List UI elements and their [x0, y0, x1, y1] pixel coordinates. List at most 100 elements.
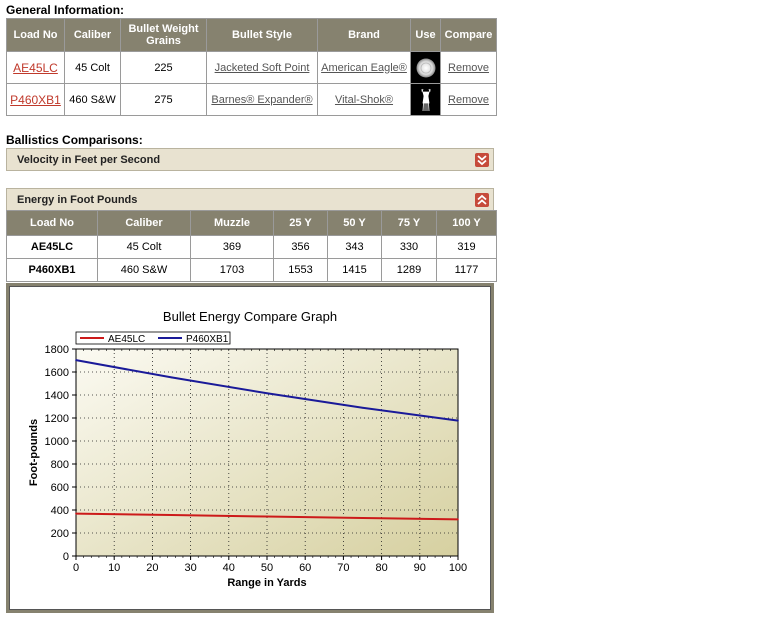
legend-label: P460XB1	[186, 334, 229, 345]
table-row: AE45LC 45 Colt 225 Jacketed Soft Point A…	[6, 51, 497, 84]
general-info-table: Load No Caliber Bullet Weight Grains Bul…	[6, 18, 497, 116]
target-icon	[416, 58, 435, 77]
energy-panel-header[interactable]: Energy in Foot Pounds	[6, 188, 494, 211]
x-tick-label: 100	[449, 562, 467, 574]
weight-cell: 225	[120, 51, 207, 84]
energy-chart-panel: 0 10 20 30 40 50 60 70 80 90 100 0 200 400 600 800 1000 1…	[9, 286, 491, 610]
deer-icon	[420, 88, 431, 111]
energy-value-cell: 319	[436, 235, 497, 259]
velocity-panel-header[interactable]: Velocity in Feet per Second	[6, 148, 494, 171]
load-no-cell: P460XB1	[6, 258, 98, 282]
data-point	[75, 359, 77, 361]
energy-value-cell: 330	[381, 235, 437, 259]
energy-chart-frame: 0 10 20 30 40 50 60 70 80 90 100 0 200 400 600 800 1000 1…	[6, 283, 494, 613]
x-tick-label: 10	[108, 562, 120, 574]
brand-link[interactable]: Vital-Shok®	[334, 93, 394, 106]
x-tick-label: 40	[223, 562, 235, 574]
data-point	[457, 518, 459, 521]
x-tick-label: 30	[184, 562, 196, 574]
bullet-style-link[interactable]: Jacketed Soft Point	[214, 61, 310, 74]
data-point	[361, 517, 364, 519]
use-cell	[410, 51, 441, 84]
data-point	[361, 406, 364, 409]
energy-chart: 0 10 20 30 40 50 60 70 80 90 100020040060080010001…	[28, 309, 467, 589]
table-row: P460XB1 460 S&W 275 Barnes® Expander® Vi…	[6, 83, 497, 116]
col-header-bullet-weight: Bullet Weight Grains	[120, 18, 207, 52]
load-no-link[interactable]: P460XB1	[10, 92, 61, 107]
style-cell: Jacketed Soft Point	[206, 51, 318, 84]
energy-value-cell: 1177	[436, 258, 497, 282]
energy-value-cell: 1703	[190, 258, 274, 282]
energy-value-cell: 356	[273, 235, 328, 259]
energy-value-cell: 369	[190, 235, 274, 259]
energy-header-row: Load No Caliber Muzzle 25 Y 50 Y 75 Y 10…	[6, 210, 497, 236]
col-header-25y: 25 Y	[273, 210, 328, 236]
y-tick-label: 400	[51, 505, 69, 517]
legend-box	[75, 331, 231, 345]
velocity-panel-label: Velocity in Feet per Second	[17, 154, 161, 166]
col-header-bullet-style: Bullet Style	[206, 18, 318, 52]
col-header-brand: Brand	[317, 18, 411, 52]
x-axis-label: Range in Yards	[227, 577, 306, 589]
general-header-row: Load No Caliber Bullet Weight Grains Bul…	[6, 18, 497, 52]
table-row: P460XB1 460 S&W 1703 1553 1415 1289 1177	[6, 258, 497, 282]
y-tick-label: 800	[51, 459, 69, 471]
x-tick-label: 20	[146, 562, 158, 574]
load-no-cell: P460XB1	[6, 83, 65, 116]
x-tick-label: 70	[337, 562, 349, 574]
y-tick-label: 600	[51, 482, 69, 494]
table-row: AE45LC 45 Colt 369 356 343 330 319	[6, 235, 497, 259]
brand-link[interactable]: American Eagle®	[321, 61, 407, 74]
col-header-75y: 75 Y	[381, 210, 437, 236]
caliber-cell: 460 S&W	[97, 258, 191, 282]
caliber-cell: 460 S&W	[64, 83, 121, 116]
y-tick-label: 1600	[45, 367, 69, 379]
col-header-use: Use	[410, 18, 441, 52]
col-header-load-no: Load No	[6, 18, 65, 52]
bullet-style-link[interactable]: Barnes® Expander®	[211, 93, 313, 106]
data-point	[457, 419, 459, 422]
collapse-icon[interactable]	[475, 193, 489, 207]
load-no-cell: AE45LC	[6, 51, 65, 84]
energy-value-cell: 1289	[381, 258, 437, 282]
caliber-cell: 45 Colt	[97, 235, 191, 259]
col-header-load-no: Load No	[6, 210, 98, 236]
data-point	[266, 392, 268, 395]
general-info-title: General Information:	[6, 3, 125, 17]
energy-value-cell: 343	[327, 235, 382, 259]
data-point	[75, 512, 77, 515]
data-point	[170, 514, 173, 516]
load-no-link[interactable]: AE45LC	[13, 60, 58, 75]
remove-link[interactable]: Remove	[448, 93, 489, 106]
y-tick-label: 1200	[45, 413, 69, 425]
data-point	[170, 376, 173, 379]
data-point	[266, 515, 268, 518]
y-tick-label: 1800	[45, 344, 69, 356]
use-cell	[410, 83, 441, 116]
brand-cell: American Eagle®	[317, 51, 411, 84]
energy-panel-label: Energy in Foot Pounds	[17, 194, 138, 206]
energy-value-cell: 1415	[327, 258, 382, 282]
x-tick-label: 50	[261, 562, 273, 574]
y-axis-label: Foot-pounds	[28, 419, 40, 486]
remove-link[interactable]: Remove	[448, 61, 489, 74]
x-tick-label: 80	[375, 562, 387, 574]
col-header-muzzle: Muzzle	[190, 210, 274, 236]
plot-area	[76, 349, 458, 556]
legend-label: AE45LC	[108, 334, 145, 345]
x-tick-label: 60	[299, 562, 311, 574]
col-header-50y: 50 Y	[327, 210, 382, 236]
expand-icon[interactable]	[475, 153, 489, 167]
y-tick-label: 200	[51, 528, 69, 540]
col-header-caliber: Caliber	[64, 18, 121, 52]
style-cell: Barnes® Expander®	[206, 83, 318, 116]
brand-cell: Vital-Shok®	[317, 83, 411, 116]
caliber-cell: 45 Colt	[64, 51, 121, 84]
energy-table: Load No Caliber Muzzle 25 Y 50 Y 75 Y 10…	[6, 210, 497, 282]
compare-cell: Remove	[440, 83, 497, 116]
compare-cell: Remove	[440, 51, 497, 84]
y-tick-label: 1400	[45, 390, 69, 402]
x-tick-label: 0	[73, 562, 79, 574]
col-header-100y: 100 Y	[436, 210, 497, 236]
x-tick-label: 90	[414, 562, 426, 574]
